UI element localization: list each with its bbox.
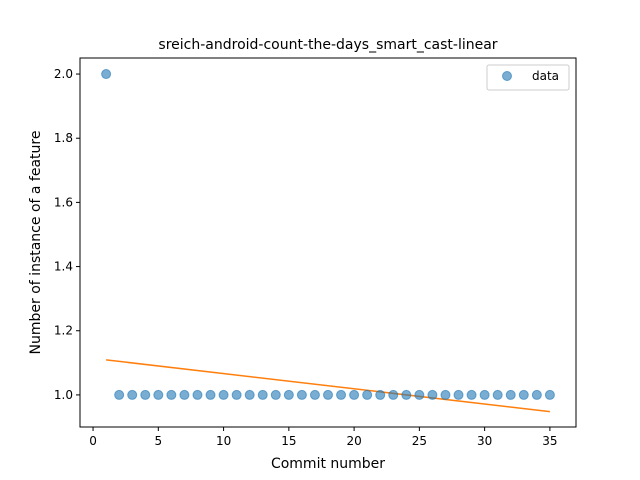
x-tick-label: 0: [89, 434, 97, 448]
data-point: [453, 389, 464, 400]
y-tick-label: 1.4: [54, 260, 73, 274]
data-point: [127, 389, 138, 400]
data-point: [427, 389, 438, 400]
y-axis-label: Number of instance of a feature: [28, 131, 44, 355]
data-point: [323, 389, 333, 400]
legend: data: [486, 64, 570, 91]
data-point: [231, 389, 242, 400]
x-axis-label: Commit number: [271, 456, 385, 472]
y-tick-label: 1.6: [54, 195, 73, 209]
data-point: [492, 389, 503, 400]
data-point: [244, 389, 255, 400]
x-tick-label: 25: [412, 434, 427, 448]
data-point: [153, 389, 164, 400]
data-point: [375, 389, 386, 400]
data-points-layer: [101, 69, 555, 400]
data-point: [466, 389, 477, 400]
x-tick-label: 15: [281, 434, 296, 448]
chart-title: sreich-android-count-the-days_smart_cast…: [158, 37, 497, 53]
data-point: [257, 389, 268, 400]
data-point: [140, 389, 151, 400]
fit-line: [106, 359, 550, 413]
legend-label: data: [532, 69, 559, 83]
data-point: [362, 389, 373, 400]
data-point: [101, 69, 112, 80]
data-point: [296, 389, 307, 400]
x-tick-label: 35: [542, 434, 557, 448]
x-tick-label: 30: [477, 434, 492, 448]
data-point: [518, 389, 529, 400]
data-point: [414, 389, 425, 400]
data-point: [270, 389, 281, 400]
data-point: [114, 389, 125, 400]
y-tick-label: 1.8: [54, 131, 73, 145]
x-tick-label: 5: [154, 434, 162, 448]
data-point: [349, 389, 360, 400]
data-point: [544, 389, 555, 400]
y-tick-label: 2.0: [54, 67, 73, 81]
data-point: [531, 389, 542, 400]
y-axis-ticks: 1.0 1.2 1.4 1.6 1.8 2.0: [54, 67, 80, 402]
y-tick-label: 1.2: [54, 324, 73, 338]
data-point: [283, 389, 294, 400]
data-point: [309, 389, 320, 400]
data-point: [479, 389, 490, 400]
data-point: [388, 389, 399, 400]
plot-area: [80, 58, 576, 427]
data-point: [192, 389, 203, 400]
x-tick-label: 20: [346, 434, 361, 448]
x-tick-label: 10: [216, 434, 231, 448]
data-point: [205, 389, 216, 400]
data-point: [179, 389, 190, 400]
x-axis-ticks: 0 5 10 15 20 25 30 35: [89, 427, 558, 448]
y-tick-label: 1.0: [54, 388, 73, 402]
data-point: [401, 389, 412, 400]
data-point: [218, 389, 229, 400]
data-point: [505, 389, 516, 400]
data-point: [440, 389, 451, 400]
legend-marker: [502, 71, 512, 81]
data-point: [336, 389, 347, 400]
plot-frame: [79, 57, 577, 428]
fit-line-layer: [106, 359, 550, 413]
data-point: [166, 389, 177, 400]
